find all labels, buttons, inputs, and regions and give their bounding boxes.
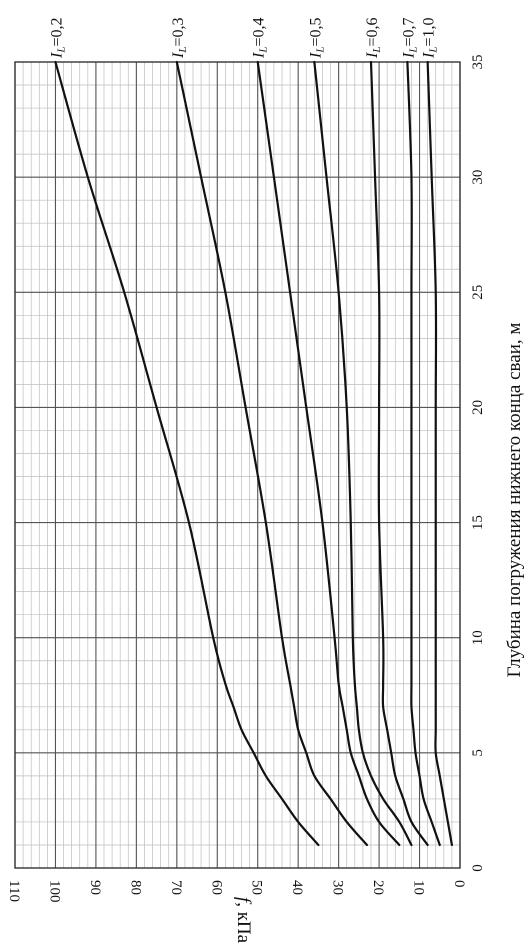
plot-frame (14, 61, 461, 869)
x-tick-label: 15 (470, 515, 486, 530)
y-tick-label: 90 (87, 880, 103, 895)
tick-labels: 0 5 10 15 20 25 30 35 0 10 20 30 40 50 60 70 80 90 100 110 (6, 55, 486, 903)
y-axis-title-unit: , кПа (233, 902, 254, 943)
series-label-1: IL=0,2 (48, 18, 67, 59)
series-line-4 (313, 60, 413, 847)
y-axis-title: f, кПа (233, 897, 254, 944)
curve-labels: IL=0,2 IL=0,3 IL=0,4 IL=0,5 IL=0,6 IL=0,7IL=1… (48, 18, 439, 59)
minor-grid (14, 61, 461, 869)
y-tick-label: 100 (46, 880, 62, 903)
y-tick-label: 0 (451, 880, 467, 888)
series-line-6 (406, 60, 441, 847)
series-label-6: IL=0,7 (400, 18, 419, 59)
x-tick-label: 35 (470, 55, 486, 70)
series-line-1 (54, 60, 320, 847)
x-axis-title: Глубина погружения нижнего конца сваи, м (504, 323, 525, 678)
y-tick-label: 20 (370, 880, 386, 895)
curves (54, 60, 454, 847)
y-tick-label: 40 (289, 880, 305, 895)
y-tick-label: 30 (330, 880, 346, 895)
y-tick-label: 10 (411, 880, 427, 895)
series-label-7: IL=1,0 (421, 18, 440, 59)
series-label-5: IL=0,6 (364, 18, 383, 59)
y-tick-label: 70 (168, 880, 184, 895)
x-tick-label: 10 (470, 630, 486, 645)
series-line-5 (369, 60, 429, 847)
y-tick-label: 80 (127, 880, 143, 895)
x-tick-label: 5 (470, 749, 486, 757)
major-grid (14, 61, 461, 869)
x-tick-label: 30 (470, 170, 486, 185)
series-line-2 (175, 60, 369, 847)
y-axis-title-symbol: f (233, 897, 254, 905)
x-tick-label: 20 (470, 400, 486, 415)
x-tick-label: 0 (470, 864, 486, 872)
series-line-3 (256, 60, 401, 847)
y-tick-label: 110 (6, 880, 22, 902)
x-tick-label: 25 (470, 285, 486, 300)
y-tick-label: 50 (249, 880, 265, 895)
y-tick-label: 60 (208, 880, 224, 895)
series-label-2: IL=0,3 (170, 18, 189, 59)
series-line-7 (426, 60, 454, 847)
series-label-3: IL=0,4 (251, 18, 270, 59)
series-label-4: IL=0,5 (307, 18, 326, 59)
